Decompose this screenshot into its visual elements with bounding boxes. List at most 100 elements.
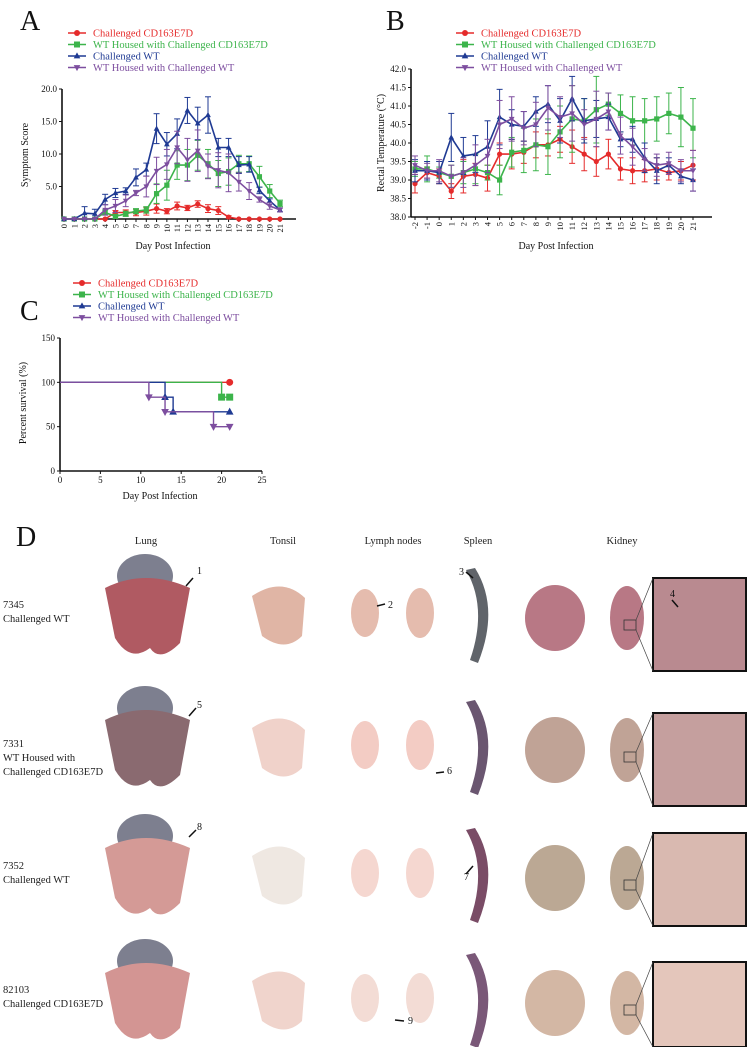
data-point	[678, 168, 684, 174]
y-tick-label: 15.0	[41, 117, 57, 127]
x-tick-label: 19	[254, 224, 264, 233]
data-point	[448, 174, 455, 180]
data-point	[143, 207, 149, 213]
data-point	[277, 216, 283, 222]
data-point	[545, 144, 551, 150]
data-point	[246, 188, 253, 195]
arrow-icon	[671, 599, 679, 608]
x-tick-label: 5	[495, 222, 505, 226]
data-point	[266, 203, 273, 210]
zoom-line	[635, 629, 654, 672]
tonsil-photo	[252, 718, 305, 777]
column-header-spleen: Spleen	[464, 536, 493, 547]
data-point	[654, 116, 660, 122]
data-point	[153, 125, 160, 131]
y-tick-label: 39.5	[390, 157, 406, 167]
x-tick-label: 13	[591, 222, 601, 231]
data-point	[520, 126, 527, 132]
x-tick-label: 12	[579, 222, 589, 231]
annotation-4: 4	[670, 589, 675, 600]
lymph-node-photo	[351, 849, 379, 897]
data-point	[605, 151, 611, 157]
chart-b-ylabel: Rectal Temperature (°C)	[376, 94, 387, 192]
data-point	[448, 134, 455, 140]
lymph-node-photo	[406, 973, 434, 1023]
legend-label: WT Housed with Challenged WT	[481, 63, 623, 74]
data-point	[497, 177, 503, 183]
series-challenged-wt	[61, 96, 283, 222]
data-point	[533, 122, 539, 128]
tonsil-photo	[252, 586, 305, 645]
data-point	[277, 207, 283, 214]
zoom-line	[635, 761, 654, 807]
kidney-zoom-box	[623, 879, 637, 891]
data-point	[617, 133, 624, 139]
photo-row	[105, 939, 747, 1047]
data-point	[205, 206, 211, 212]
data-point	[236, 216, 242, 222]
kidney-cut-photo	[525, 585, 585, 651]
censor-marker	[145, 394, 153, 402]
tonsil-photo	[252, 971, 305, 1030]
legend-marker	[461, 52, 469, 59]
series-wt-housed-with-challenged-cd163e7d	[60, 381, 234, 401]
kidney-zoom-box	[623, 1004, 637, 1016]
kidney-inset-photo	[652, 961, 747, 1047]
data-point	[690, 168, 696, 174]
annotation-6: 6	[447, 766, 452, 777]
data-point	[593, 116, 600, 123]
series-line	[64, 154, 281, 220]
y-tick-label: 38.0	[390, 212, 406, 222]
zoom-line	[635, 961, 654, 1006]
data-point	[153, 206, 160, 212]
data-point	[267, 216, 273, 222]
x-tick-label: 17	[234, 224, 244, 233]
data-point	[629, 118, 636, 124]
kidney-zoom-box	[623, 619, 637, 631]
y-tick-label: 150	[42, 333, 56, 343]
y-tick-label: 50	[46, 422, 56, 432]
data-point	[91, 216, 98, 223]
censor-marker	[209, 423, 218, 431]
arrow-icon	[376, 603, 386, 607]
lymph-node-photo	[406, 848, 434, 898]
chart-b: 38.0 38.5 39.0 39.5 40.0 40.5 41.0 41.5 42.0 -2 -1…	[390, 29, 712, 231]
photos	[105, 554, 747, 1047]
row-label-group: Challenged WT	[3, 875, 70, 886]
arrow-icon	[188, 829, 197, 838]
x-tick-label: 18	[652, 222, 662, 231]
data-point	[256, 174, 263, 180]
data-point	[496, 122, 503, 128]
annotation-9: 9	[408, 1016, 413, 1027]
tonsil-photo	[252, 846, 305, 905]
y-tick-label: 41.0	[390, 101, 406, 111]
column-header-lymph-nodes: Lymph nodes	[365, 536, 422, 547]
legend-marker	[461, 65, 469, 72]
data-point	[215, 144, 222, 150]
data-point	[665, 161, 672, 167]
data-point	[412, 163, 418, 169]
data-point	[112, 189, 119, 196]
data-point	[194, 120, 201, 126]
spleen-photo	[466, 828, 489, 923]
data-point	[472, 163, 479, 169]
row-label-id: 7352	[3, 861, 24, 872]
x-tick-label: 15	[615, 222, 625, 231]
data-point	[678, 114, 684, 120]
data-point	[436, 168, 443, 174]
chart-b-xlabel: Day Post Infection	[519, 241, 594, 252]
legend-label: Challenged CD163E7D	[481, 29, 581, 40]
series-challenged-cd163e7d	[412, 125, 696, 199]
data-point	[225, 170, 232, 176]
x-tick-label: 13	[193, 224, 203, 233]
data-point	[225, 144, 232, 150]
x-tick-label: 20	[217, 475, 227, 485]
y-tick-label: 41.5	[390, 83, 406, 93]
data-point	[256, 187, 263, 193]
annotation-7: 7	[464, 872, 469, 883]
x-tick-label: 10	[136, 475, 146, 485]
legend-marker	[74, 41, 80, 48]
legend-label: WT Housed with Challenged WT	[93, 63, 235, 74]
data-point	[653, 163, 660, 169]
